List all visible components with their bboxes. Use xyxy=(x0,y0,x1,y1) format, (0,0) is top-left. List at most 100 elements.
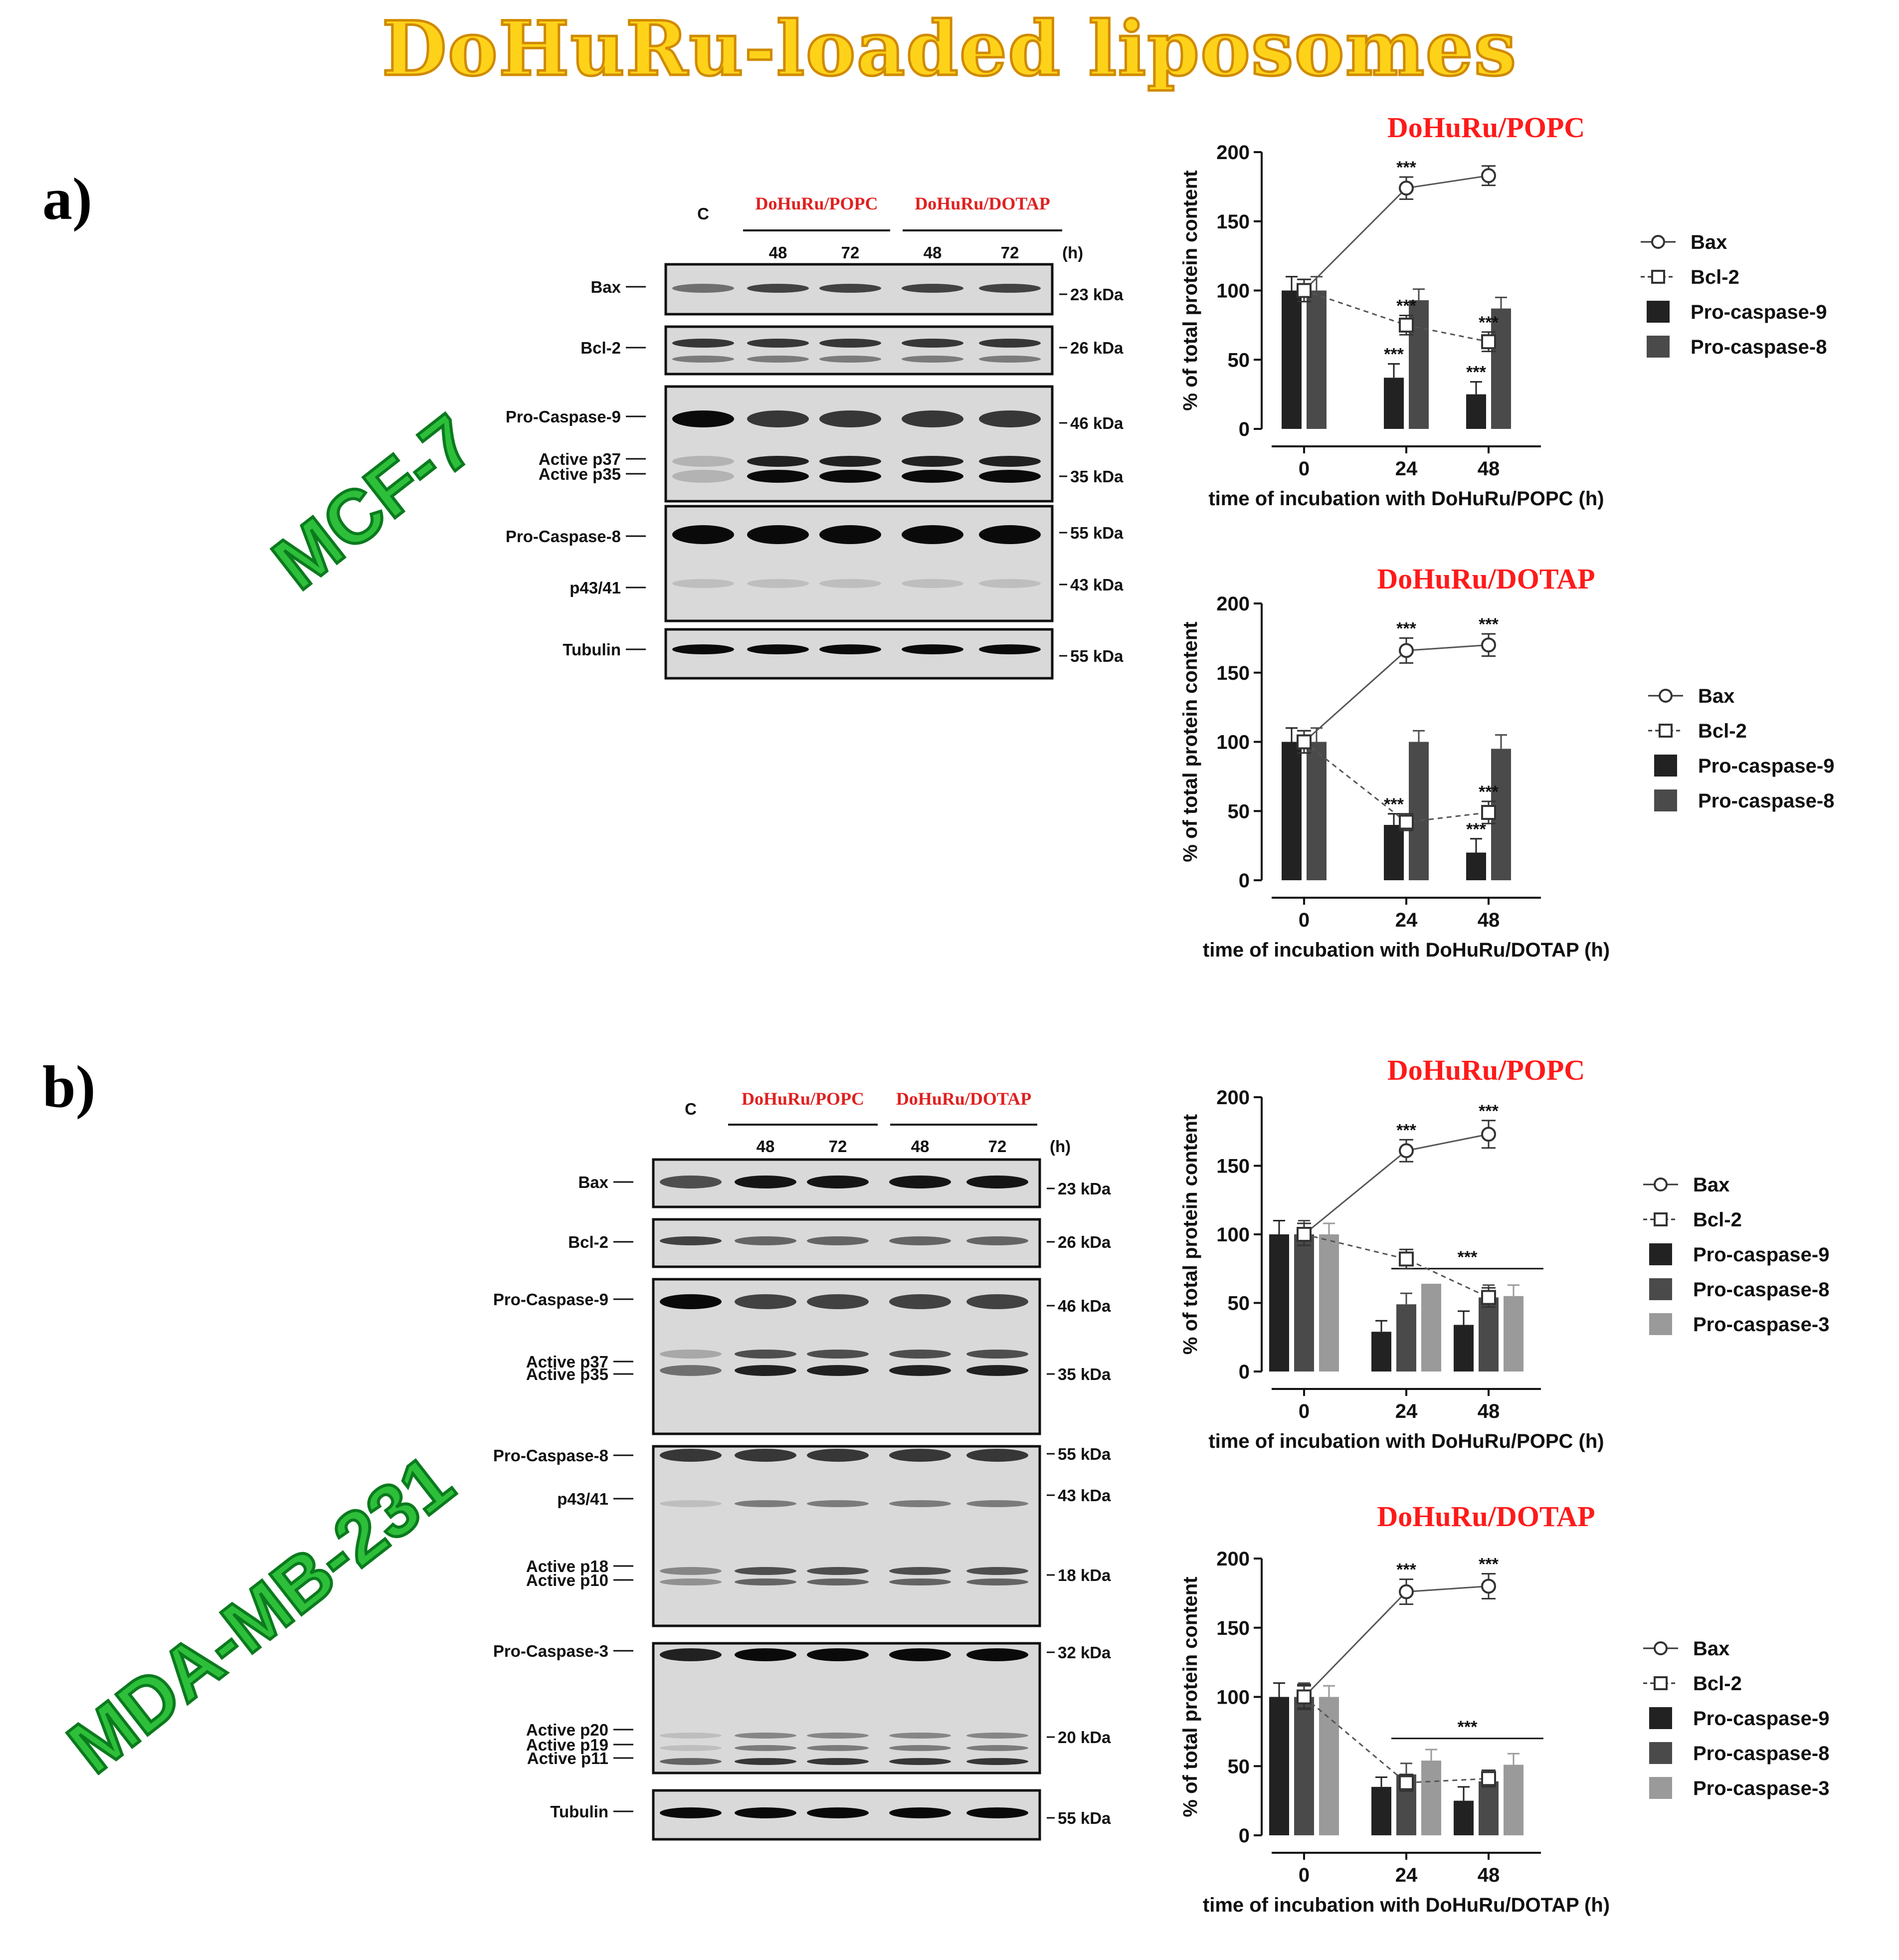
lane-time-label: 72 xyxy=(988,1137,1007,1156)
blot-band xyxy=(735,1648,796,1661)
blot-band xyxy=(819,644,881,654)
lane-label-control: C xyxy=(685,1100,697,1118)
data-point xyxy=(1399,1251,1414,1267)
data-point xyxy=(1399,643,1414,658)
blot-band xyxy=(979,284,1041,293)
blot-band xyxy=(660,1578,722,1585)
blot-band xyxy=(902,470,963,483)
data-point xyxy=(1297,283,1312,298)
blot-row-label: Active p11 xyxy=(527,1749,608,1767)
chart-title: DoHuRu/POPC xyxy=(1387,1054,1585,1086)
kda-label: 23 kDa xyxy=(1070,285,1124,304)
kda-label: 55 kDa xyxy=(1058,1445,1111,1463)
blot-band xyxy=(660,1745,722,1751)
legend-label: Bax xyxy=(1693,1174,1729,1196)
x-tick-label: 24 xyxy=(1395,1400,1418,1422)
blot-band xyxy=(672,284,734,293)
series-line xyxy=(1303,1585,1489,1698)
lane-label-control: C xyxy=(697,204,709,223)
data-point xyxy=(1481,168,1496,184)
x-tick-label: 0 xyxy=(1299,1864,1310,1886)
y-tick-label: 200 xyxy=(1216,1548,1250,1570)
kda-label: 23 kDa xyxy=(1058,1179,1111,1198)
blot-band xyxy=(819,339,881,348)
series-line xyxy=(1303,175,1489,291)
blot-band xyxy=(819,284,881,293)
blot-band xyxy=(672,356,734,363)
chart-a-dotap: DoHuRu/DOTAP 0 50 100 150 200 0 24 48 time of inc… xyxy=(1179,564,1834,961)
blot-band xyxy=(660,1648,722,1661)
legend-marker xyxy=(1651,235,1665,249)
bar xyxy=(1479,1297,1499,1372)
blot-band xyxy=(889,1500,951,1507)
blot-band xyxy=(889,1578,951,1585)
blot-band xyxy=(735,1807,796,1818)
legend-label: Pro-caspase-8 xyxy=(1691,336,1827,358)
blot-band xyxy=(979,470,1041,483)
blot-band xyxy=(660,1567,722,1575)
blot-band xyxy=(979,410,1041,427)
kda-label: 43 kDa xyxy=(1070,576,1124,594)
blot-band xyxy=(735,1236,796,1245)
legend-swatch xyxy=(1654,789,1677,811)
blot-band xyxy=(902,579,963,588)
blot-group-label: DoHuRu/POPC xyxy=(755,194,878,213)
blot-band xyxy=(660,1176,722,1188)
blot-band xyxy=(979,456,1041,467)
western-blot-panel-a: C DoHuRu/POPC DoHuRu/DOTAP 48 72 48 72 (h) Bax 23… xyxy=(506,194,1124,680)
legend-label: Bax xyxy=(1691,231,1727,253)
bar xyxy=(1319,1234,1339,1372)
lane-time-label: 72 xyxy=(829,1137,847,1156)
blot-band xyxy=(889,1648,951,1661)
blot-band xyxy=(819,470,881,483)
blot-band xyxy=(979,579,1041,588)
blot-strip xyxy=(652,1445,1041,1627)
data-point xyxy=(1481,1290,1496,1305)
blot-band xyxy=(966,1648,1028,1661)
blot-band xyxy=(819,456,881,467)
bar xyxy=(1282,742,1302,880)
series-line xyxy=(1304,644,1489,743)
blot-band xyxy=(979,525,1041,544)
chart-title: DoHuRu/DOTAP xyxy=(1377,564,1595,595)
data-point xyxy=(1481,637,1496,653)
blot-band xyxy=(819,410,881,427)
chart-a-popc: DoHuRu/POPC 0 50 100 150 200 0 24 48 time of incu… xyxy=(1179,111,1827,510)
blot-row-label: Tubulin xyxy=(563,640,621,659)
blot-strip xyxy=(664,385,1054,503)
blot-band xyxy=(747,579,809,588)
bar xyxy=(1307,290,1327,429)
y-tick-label: 150 xyxy=(1216,1617,1250,1639)
x-tick-label: 48 xyxy=(1478,1400,1500,1422)
blot-band xyxy=(966,1733,1028,1739)
blot-band xyxy=(889,1365,951,1376)
blot-band xyxy=(672,579,734,588)
bracket-stars: *** xyxy=(1458,1718,1478,1737)
x-tick-label: 24 xyxy=(1395,1864,1418,1886)
lane-time-label: 72 xyxy=(841,243,860,262)
legend-label: Pro-caspase-8 xyxy=(1698,790,1834,812)
legend-marker xyxy=(1659,689,1673,703)
blot-band xyxy=(902,456,963,467)
blot-band xyxy=(966,1176,1028,1188)
blot-band xyxy=(807,1648,869,1661)
legend-swatch xyxy=(1649,1742,1672,1764)
lane-time-label: 48 xyxy=(757,1137,775,1156)
blot-row-label: Active p35 xyxy=(526,1365,608,1383)
kda-label: 35 kDa xyxy=(1070,467,1124,486)
blot-band xyxy=(747,525,809,544)
blot-band xyxy=(889,1733,951,1739)
blot-band xyxy=(889,1745,951,1751)
legend-swatch xyxy=(1647,336,1670,358)
blot-band xyxy=(735,1567,796,1575)
blot-strip xyxy=(664,505,1054,622)
bar xyxy=(1421,1284,1441,1372)
kda-label: 26 kDa xyxy=(1070,339,1124,357)
bar xyxy=(1371,1332,1391,1372)
blot-band xyxy=(660,1807,722,1818)
legend-swatch xyxy=(1649,1777,1672,1799)
chart-title: DoHuRu/POPC xyxy=(1387,111,1585,144)
blot-band xyxy=(672,456,734,467)
bar xyxy=(1307,742,1327,880)
significance-stars: *** xyxy=(1479,1102,1499,1121)
